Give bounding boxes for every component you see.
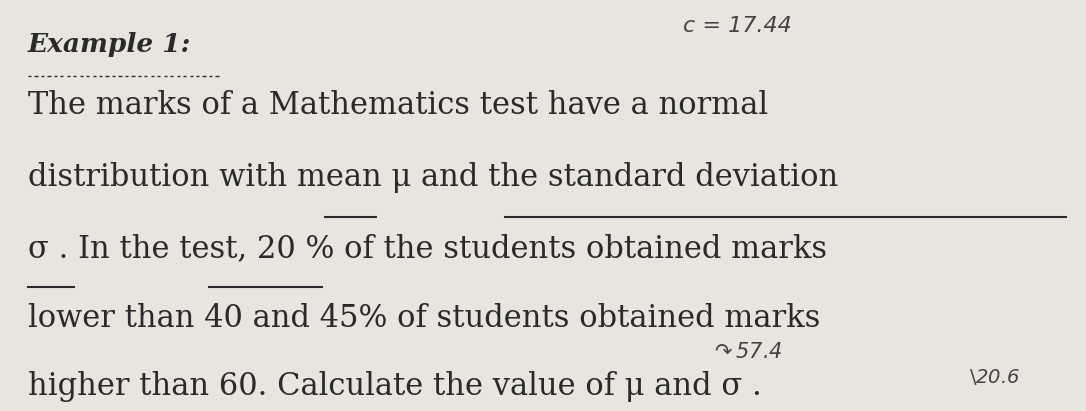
Text: lower than 40 and 45% of students obtained marks: lower than 40 and 45% of students obtain… xyxy=(28,303,820,334)
Text: c = 17.44: c = 17.44 xyxy=(683,16,792,36)
Text: $\curvearrowright$57.4: $\curvearrowright$57.4 xyxy=(710,342,783,362)
Text: σ . In the test, 20 % of the students obtained marks: σ . In the test, 20 % of the students ob… xyxy=(28,233,828,264)
Text: The marks of a Mathematics test have a normal: The marks of a Mathematics test have a n… xyxy=(28,90,768,121)
Text: Example 1:: Example 1: xyxy=(28,32,191,57)
Text: higher than 60. Calculate the value of μ and σ .: higher than 60. Calculate the value of μ… xyxy=(28,372,761,402)
Text: distribution with mean μ and the standard deviation: distribution with mean μ and the standar… xyxy=(28,162,838,194)
Text: $\backslash$20.6: $\backslash$20.6 xyxy=(969,367,1020,387)
